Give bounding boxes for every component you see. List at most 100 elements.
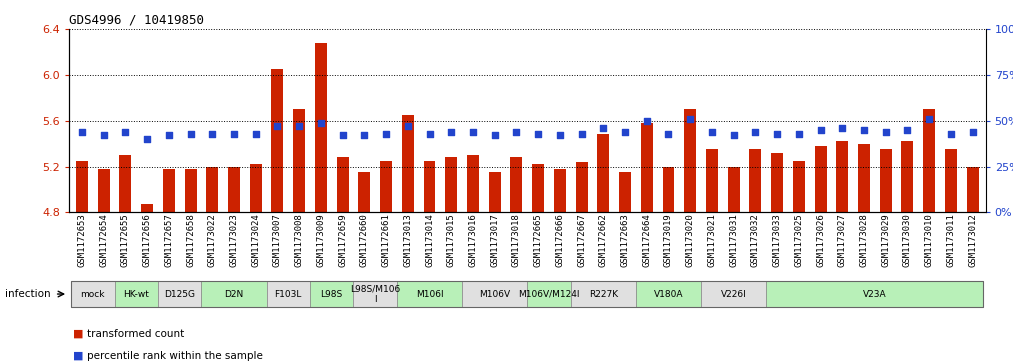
Bar bbox=[598, 134, 609, 212]
Text: V180A: V180A bbox=[653, 290, 683, 298]
Point bbox=[269, 123, 286, 129]
Point bbox=[357, 132, 373, 138]
Point bbox=[791, 131, 807, 136]
Text: R227K: R227K bbox=[589, 290, 618, 298]
Point bbox=[74, 129, 90, 135]
Bar bbox=[966, 167, 979, 212]
Point bbox=[247, 131, 263, 136]
Text: percentile rank within the sample: percentile rank within the sample bbox=[87, 351, 263, 361]
Point bbox=[704, 129, 720, 135]
Bar bbox=[359, 172, 371, 212]
Text: D125G: D125G bbox=[164, 290, 196, 298]
Bar bbox=[336, 157, 348, 212]
Bar bbox=[120, 155, 132, 212]
Point bbox=[486, 132, 502, 138]
Bar bbox=[684, 109, 696, 212]
Text: F103L: F103L bbox=[275, 290, 302, 298]
Text: ■: ■ bbox=[73, 351, 83, 361]
Point bbox=[943, 131, 959, 136]
Point bbox=[638, 118, 654, 123]
Point bbox=[856, 127, 872, 133]
Bar bbox=[750, 149, 762, 212]
Text: V23A: V23A bbox=[863, 290, 886, 298]
Text: D2N: D2N bbox=[224, 290, 243, 298]
Text: V226I: V226I bbox=[721, 290, 747, 298]
Bar bbox=[467, 155, 479, 212]
Bar bbox=[902, 141, 914, 212]
Point bbox=[573, 131, 590, 136]
Bar bbox=[315, 43, 327, 212]
Bar bbox=[293, 109, 305, 212]
Bar bbox=[250, 164, 261, 212]
Point bbox=[812, 127, 829, 133]
Bar bbox=[554, 169, 566, 212]
Text: L98S/M106
I: L98S/M106 I bbox=[350, 284, 400, 304]
Text: transformed count: transformed count bbox=[87, 329, 184, 339]
Point bbox=[682, 116, 698, 122]
Bar bbox=[771, 153, 783, 212]
Point bbox=[139, 136, 155, 142]
Bar bbox=[793, 161, 804, 212]
Text: M106V: M106V bbox=[479, 290, 511, 298]
Text: GDS4996 / 10419850: GDS4996 / 10419850 bbox=[69, 13, 204, 26]
Bar bbox=[141, 204, 153, 212]
Bar bbox=[923, 109, 935, 212]
Point bbox=[378, 131, 394, 136]
Point bbox=[205, 131, 221, 136]
Bar bbox=[532, 164, 544, 212]
Text: mock: mock bbox=[80, 290, 105, 298]
Bar bbox=[706, 149, 718, 212]
Bar bbox=[228, 167, 240, 212]
Bar bbox=[423, 161, 436, 212]
Bar bbox=[511, 157, 523, 212]
Point bbox=[921, 116, 937, 122]
Bar bbox=[575, 162, 588, 212]
Text: M106I: M106I bbox=[415, 290, 444, 298]
Bar bbox=[879, 149, 891, 212]
Text: L98S: L98S bbox=[321, 290, 342, 298]
Bar bbox=[663, 167, 675, 212]
Point bbox=[313, 120, 329, 126]
Point bbox=[509, 129, 525, 135]
Point bbox=[964, 129, 981, 135]
Point bbox=[465, 129, 481, 135]
Point bbox=[226, 131, 242, 136]
Point bbox=[617, 129, 633, 135]
Point bbox=[291, 123, 307, 129]
Bar bbox=[727, 167, 739, 212]
Bar bbox=[641, 123, 652, 212]
Bar bbox=[402, 115, 413, 212]
Point bbox=[530, 131, 546, 136]
Point bbox=[118, 129, 134, 135]
Bar bbox=[858, 144, 870, 212]
Point bbox=[834, 125, 850, 131]
Point bbox=[552, 132, 568, 138]
Point bbox=[334, 132, 350, 138]
Bar bbox=[945, 149, 957, 212]
Point bbox=[182, 131, 199, 136]
Point bbox=[161, 132, 177, 138]
Point bbox=[748, 129, 764, 135]
Point bbox=[400, 123, 416, 129]
Point bbox=[95, 132, 111, 138]
Point bbox=[877, 129, 893, 135]
Point bbox=[725, 132, 742, 138]
Bar bbox=[837, 141, 848, 212]
Point bbox=[421, 131, 438, 136]
Bar bbox=[446, 157, 457, 212]
Point bbox=[660, 131, 677, 136]
Text: ■: ■ bbox=[73, 329, 83, 339]
Text: M106V/M124I: M106V/M124I bbox=[519, 290, 579, 298]
Bar bbox=[184, 169, 197, 212]
Point bbox=[443, 129, 459, 135]
Bar bbox=[380, 161, 392, 212]
Bar bbox=[76, 161, 88, 212]
Bar bbox=[271, 69, 284, 212]
Point bbox=[596, 125, 612, 131]
Bar bbox=[619, 172, 631, 212]
Text: infection: infection bbox=[5, 289, 51, 299]
Point bbox=[900, 127, 916, 133]
Point bbox=[769, 131, 785, 136]
Bar bbox=[207, 167, 218, 212]
Bar bbox=[488, 172, 500, 212]
